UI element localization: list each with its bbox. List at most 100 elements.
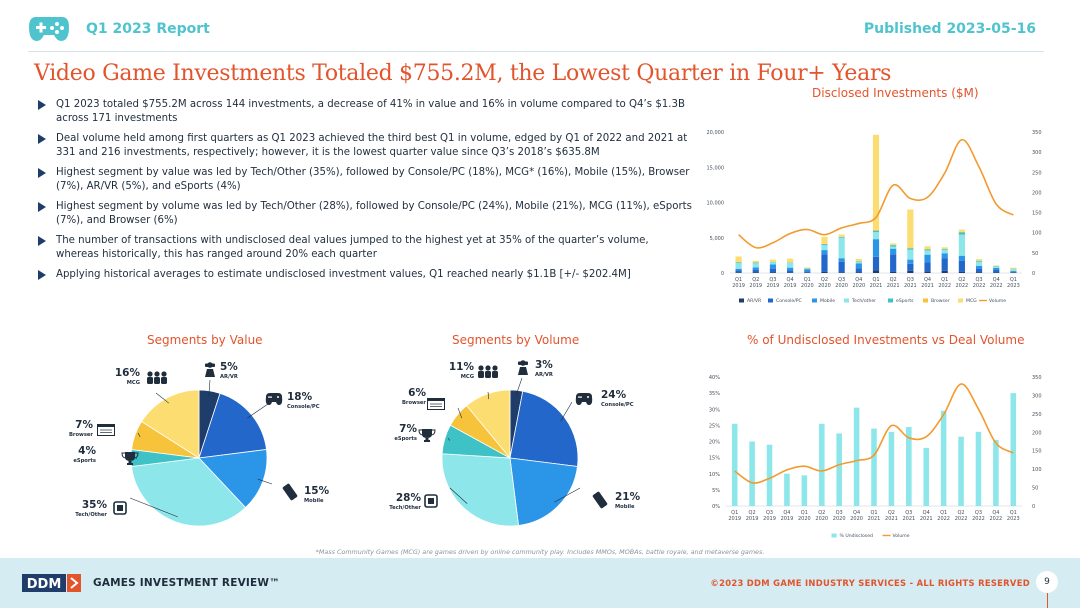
bar-segment	[855, 261, 862, 262]
legend-swatch	[768, 298, 773, 303]
trophy-shape	[422, 429, 432, 442]
bar-segment	[958, 231, 965, 233]
leader-line	[449, 487, 468, 504]
bar-segment	[890, 254, 897, 272]
bar-segment	[993, 269, 1000, 273]
bar-segment	[958, 234, 965, 256]
bar-segment	[906, 426, 912, 506]
y2-tick-label: 150	[1032, 449, 1042, 455]
x-tick-label: Q3	[766, 510, 773, 516]
bullet-arrow-icon	[38, 100, 46, 110]
x-tick-label: 2022	[973, 283, 986, 289]
bar-segment	[769, 268, 777, 273]
y-tick-label: 30%	[709, 407, 720, 413]
published-date: Published 2023-05-16	[863, 21, 1036, 37]
bar-segment	[907, 247, 914, 249]
slice-percent: 11%	[449, 361, 475, 373]
x-tick-label: 2023	[1007, 283, 1020, 289]
legend-label: Volume	[893, 533, 910, 539]
y-tick-label: 40%	[709, 375, 720, 381]
person-head	[478, 365, 484, 371]
bar-segment	[993, 267, 1000, 270]
bar-segment	[752, 267, 759, 270]
browser-content	[98, 427, 114, 435]
pie-slice	[509, 390, 579, 467]
x-tick-label: Q4	[783, 510, 790, 516]
pie-slice	[466, 389, 511, 460]
pie-slice	[509, 457, 578, 526]
y2-tick-label: 200	[1032, 430, 1042, 436]
slice-name: MCG	[127, 380, 140, 386]
slice-percent: 7%	[75, 419, 93, 431]
legend-label: Volume	[989, 298, 1006, 304]
bar-segment	[975, 431, 982, 506]
y-tick-label: 5,000	[710, 236, 724, 242]
bar-segment	[924, 254, 931, 263]
x-tick-label: Q1	[940, 510, 947, 516]
bar-segment	[975, 268, 983, 273]
x-tick-label: Q3	[769, 277, 776, 283]
bar-segment	[787, 270, 794, 273]
trophy-handles	[418, 429, 436, 436]
person-head	[154, 371, 160, 377]
y-tick-label: 20,000	[707, 130, 725, 136]
bullet-item: Highest segment by volume was led by Tec…	[38, 200, 694, 227]
volume-line	[738, 138, 1014, 249]
x-tick-label: 2020	[815, 516, 828, 522]
bar-segment	[838, 272, 845, 273]
x-tick-label: 2019	[749, 283, 762, 289]
bar-segment	[872, 256, 880, 271]
bar-segment	[838, 258, 845, 262]
x-tick-label: 2023	[1007, 516, 1020, 522]
chip-frame	[424, 494, 438, 508]
leader-line	[554, 487, 581, 503]
phone-shape	[282, 483, 298, 501]
footnote: *Mass Community Games (MCG) are games dr…	[315, 548, 765, 556]
bar-segment	[766, 444, 773, 506]
leader-line	[155, 392, 170, 404]
bullet-item: The number of transactions with undisclo…	[38, 234, 694, 261]
pie-slice	[441, 453, 519, 527]
chart-title-seg-volume: Segments by Volume	[452, 333, 580, 347]
mobile-icon	[592, 491, 608, 509]
vr-body	[518, 367, 528, 375]
pie-slice	[141, 389, 200, 459]
x-tick-label: Q1	[872, 277, 879, 283]
x-tick-label: 2022	[990, 283, 1003, 289]
chip-frame	[113, 501, 127, 515]
slice-percent: 21%	[615, 491, 641, 503]
bar-segment	[958, 232, 965, 235]
bar-segment	[872, 230, 880, 233]
bar-segment	[924, 246, 931, 250]
legend-swatch	[739, 298, 744, 303]
slice-name: eSports	[394, 436, 417, 442]
bar-segment	[907, 263, 914, 271]
legend-swatch	[958, 298, 963, 303]
x-tick-label: Q1	[801, 510, 808, 516]
bar-segment	[769, 272, 777, 273]
x-tick-label: Q1	[941, 277, 948, 283]
person-head	[485, 365, 491, 371]
bar-segment	[821, 236, 828, 244]
bar-segment	[749, 441, 755, 506]
bullet-arrow-icon	[38, 133, 46, 144]
chip-core	[117, 505, 123, 511]
x-tick-label: 2019	[728, 516, 741, 522]
gamepad-shape	[575, 393, 593, 405]
header-divider	[28, 51, 1044, 52]
x-tick-label: Q3	[975, 510, 982, 516]
x-tick-label: 2021	[921, 283, 934, 289]
y2-tick-label: 0	[1032, 271, 1035, 277]
bar-segment	[941, 249, 948, 250]
bar-segment	[838, 261, 845, 273]
bar-segment	[821, 245, 828, 251]
trophy-icon	[121, 452, 139, 465]
bar-segment	[801, 475, 808, 506]
x-tick-label: 2019	[784, 283, 797, 289]
x-tick-label: Q1	[870, 510, 877, 516]
bar-segment	[1010, 267, 1017, 269]
gamepad-button	[277, 396, 279, 398]
x-tick-label: Q1	[735, 277, 742, 283]
x-tick-label: 2019	[767, 283, 780, 289]
bar-segment	[975, 259, 983, 261]
